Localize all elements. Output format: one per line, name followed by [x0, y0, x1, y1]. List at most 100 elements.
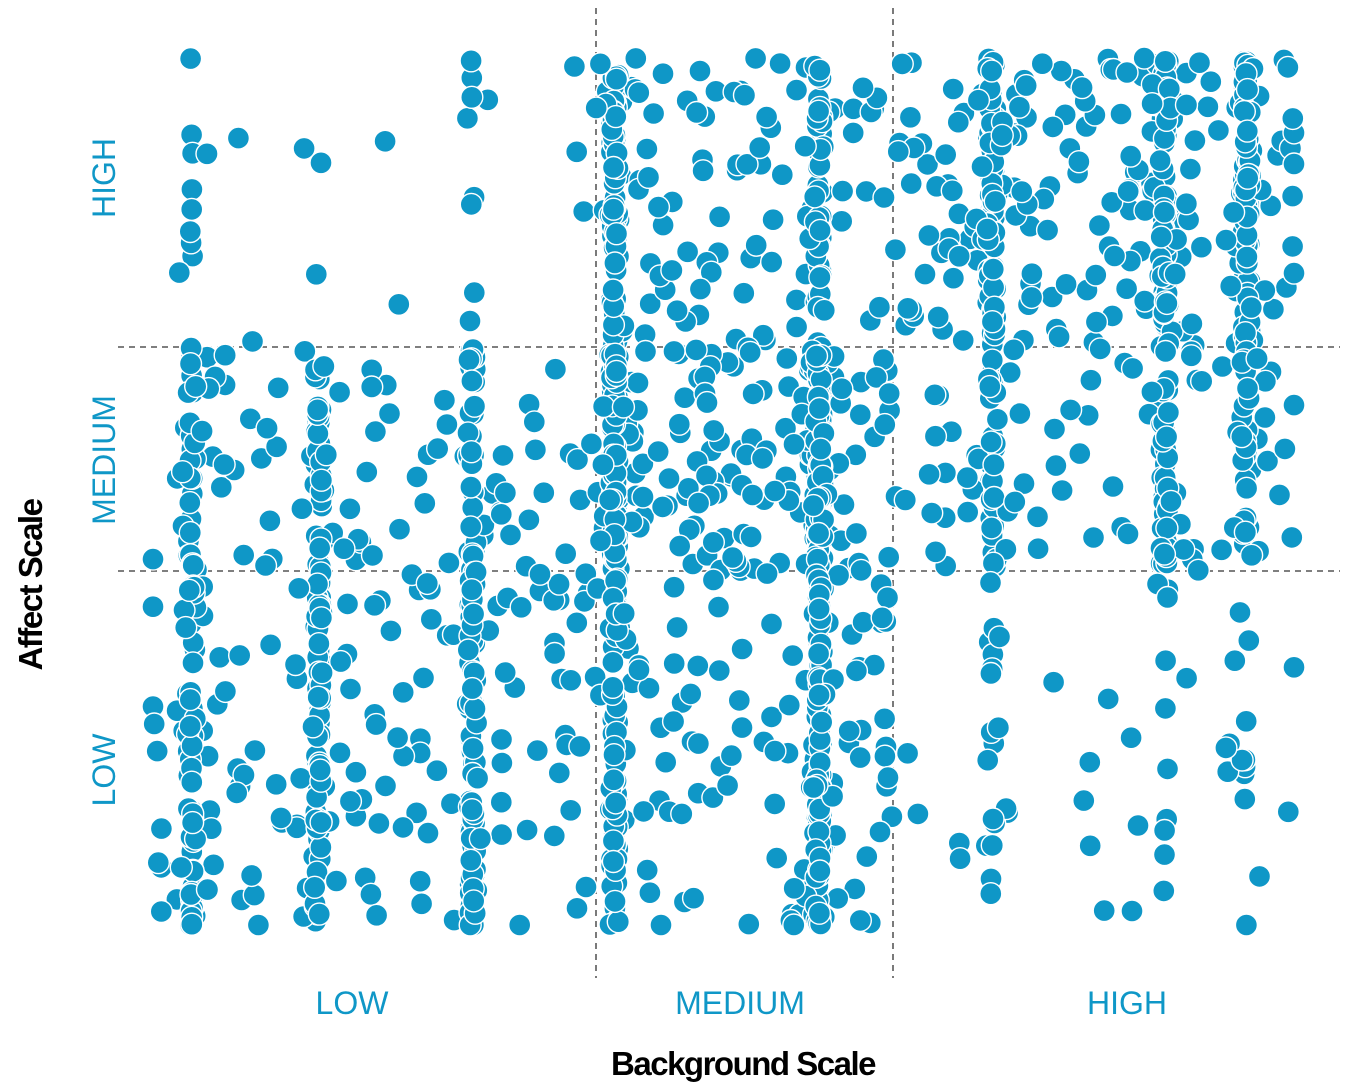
- data-point: [732, 281, 756, 305]
- data-point: [748, 135, 772, 160]
- data-point: [344, 760, 368, 784]
- data-point: [701, 568, 726, 592]
- data-point: [547, 572, 571, 596]
- data-point: [461, 602, 486, 626]
- data-point: [258, 633, 283, 657]
- data-point: [898, 105, 923, 130]
- data-point: [808, 58, 832, 82]
- data-point: [329, 649, 353, 674]
- data-point: [1152, 842, 1177, 867]
- data-point: [565, 611, 589, 635]
- data-point: [415, 571, 439, 596]
- data-point: [1003, 490, 1027, 514]
- data-point: [982, 485, 1006, 510]
- data-point: [1239, 543, 1264, 567]
- data-point: [1030, 52, 1055, 76]
- data-point: [979, 882, 1003, 906]
- data-point: [649, 913, 673, 937]
- data-point: [1280, 525, 1304, 550]
- data-point: [654, 750, 678, 774]
- data-point: [855, 844, 879, 869]
- data-point: [979, 516, 1004, 540]
- data-point: [896, 296, 920, 320]
- data-point: [149, 816, 174, 841]
- data-point: [460, 676, 484, 701]
- data-point: [760, 250, 784, 274]
- data-point: [1282, 393, 1306, 417]
- data-point: [601, 155, 626, 180]
- data-point: [980, 833, 1004, 858]
- data-point: [638, 881, 662, 905]
- data-point: [601, 675, 625, 699]
- data-point: [906, 802, 930, 826]
- data-point: [490, 751, 514, 775]
- data-point: [754, 105, 779, 129]
- x-tick-label-low: LOW: [316, 985, 390, 1021]
- data-point: [691, 159, 715, 183]
- data-point: [460, 578, 484, 602]
- data-point: [893, 488, 917, 512]
- data-point: [253, 553, 278, 578]
- data-point: [432, 388, 457, 412]
- data-point: [173, 615, 198, 640]
- data-point: [1155, 757, 1180, 781]
- data-point: [1115, 60, 1139, 85]
- data-point: [332, 537, 356, 561]
- data-point: [1189, 235, 1214, 259]
- data-point: [876, 765, 900, 790]
- data-point: [468, 826, 493, 851]
- data-point: [1149, 225, 1173, 249]
- data-point: [1155, 291, 1179, 316]
- data-point: [1174, 666, 1199, 690]
- data-point: [732, 83, 757, 107]
- data-point: [808, 859, 832, 883]
- data-point: [305, 398, 330, 422]
- data-point: [528, 562, 552, 586]
- data-point: [213, 343, 237, 367]
- data-point: [1019, 285, 1044, 310]
- data-point: [584, 96, 608, 120]
- data-point: [264, 435, 289, 459]
- data-point: [1042, 417, 1067, 441]
- data-point: [890, 52, 914, 76]
- x-tick-label-high: HIGH: [1087, 985, 1167, 1021]
- data-point: [269, 806, 293, 830]
- data-point: [149, 899, 174, 924]
- data-point: [661, 709, 686, 734]
- data-point: [730, 715, 754, 740]
- data-point: [848, 745, 872, 770]
- data-point: [1199, 69, 1223, 94]
- data-point: [404, 801, 429, 825]
- data-point: [574, 875, 598, 899]
- data-point: [601, 849, 626, 874]
- data-point: [509, 595, 533, 619]
- data-point: [782, 913, 806, 937]
- data-point: [1159, 489, 1183, 514]
- data-point: [1281, 106, 1305, 131]
- data-point: [1171, 537, 1196, 562]
- data-point: [784, 78, 809, 102]
- data-point: [462, 394, 487, 418]
- data-point: [243, 738, 267, 763]
- data-point: [1280, 234, 1305, 259]
- data-point: [631, 799, 656, 824]
- data-point: [940, 179, 964, 203]
- data-point: [458, 309, 482, 333]
- data-point: [1012, 471, 1036, 496]
- data-point: [867, 295, 892, 319]
- data-point: [491, 443, 515, 468]
- data-point: [782, 876, 806, 900]
- data-point: [460, 85, 484, 110]
- data-point: [231, 543, 256, 567]
- data-point: [1183, 128, 1207, 153]
- data-point: [870, 606, 894, 630]
- data-point: [601, 197, 626, 221]
- data-point: [1235, 166, 1260, 190]
- data-point: [1153, 696, 1178, 721]
- data-point: [1235, 119, 1260, 143]
- data-point: [686, 731, 711, 756]
- data-point: [178, 46, 203, 71]
- data-point: [293, 339, 317, 363]
- data-point: [562, 54, 587, 79]
- data-point: [604, 221, 629, 246]
